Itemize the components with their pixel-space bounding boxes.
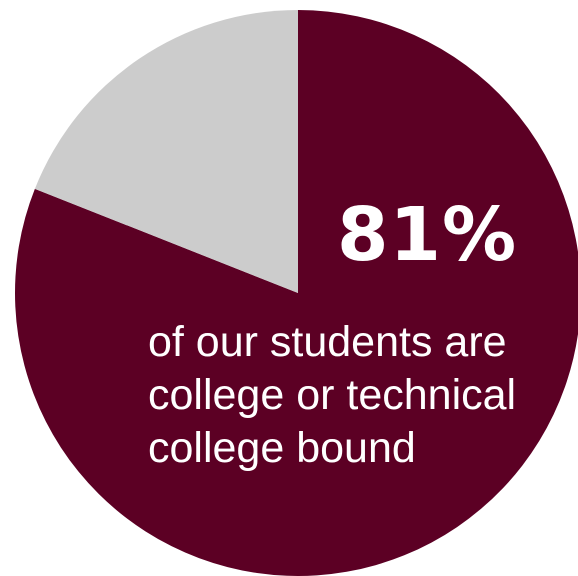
caption-line-3: college bound bbox=[148, 424, 416, 472]
caption-line-1: of our students are bbox=[148, 318, 507, 366]
highlight-percentage: 81% bbox=[337, 192, 518, 278]
pie-slice-2 bbox=[34, 10, 299, 293]
pie-slices bbox=[15, 10, 578, 576]
pie-slice-1 bbox=[15, 10, 578, 576]
caption-line-2: college or technical bbox=[148, 371, 517, 419]
chart-caption: of our students are college or technical… bbox=[148, 316, 568, 475]
